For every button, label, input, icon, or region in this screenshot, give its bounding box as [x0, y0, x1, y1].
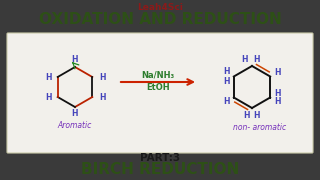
Text: H: H [99, 73, 105, 82]
Text: H: H [45, 93, 51, 102]
Text: EtOH: EtOH [146, 82, 170, 91]
Text: H: H [254, 111, 260, 120]
Text: H: H [72, 109, 78, 118]
Text: H: H [224, 67, 230, 76]
Text: Leah4Sci: Leah4Sci [137, 3, 183, 12]
Text: PART:3: PART:3 [140, 153, 180, 163]
Text: BIRCH REDUCTION: BIRCH REDUCTION [81, 163, 239, 177]
Text: H: H [274, 89, 280, 98]
FancyBboxPatch shape [7, 33, 313, 153]
Text: OXIDATION AND REDUCTION: OXIDATION AND REDUCTION [39, 12, 281, 28]
Text: H: H [254, 55, 260, 64]
Text: non- aromatic: non- aromatic [233, 123, 287, 132]
Text: H: H [274, 97, 280, 106]
Text: H: H [224, 97, 230, 106]
Text: H: H [274, 68, 280, 77]
Text: H: H [72, 55, 78, 64]
Text: Na/NH₃: Na/NH₃ [141, 71, 175, 80]
Text: H: H [99, 93, 105, 102]
Text: H: H [45, 73, 51, 82]
Text: H: H [224, 77, 230, 86]
Text: H: H [242, 55, 248, 64]
Text: H: H [243, 111, 249, 120]
Text: Aromatic: Aromatic [58, 122, 92, 130]
